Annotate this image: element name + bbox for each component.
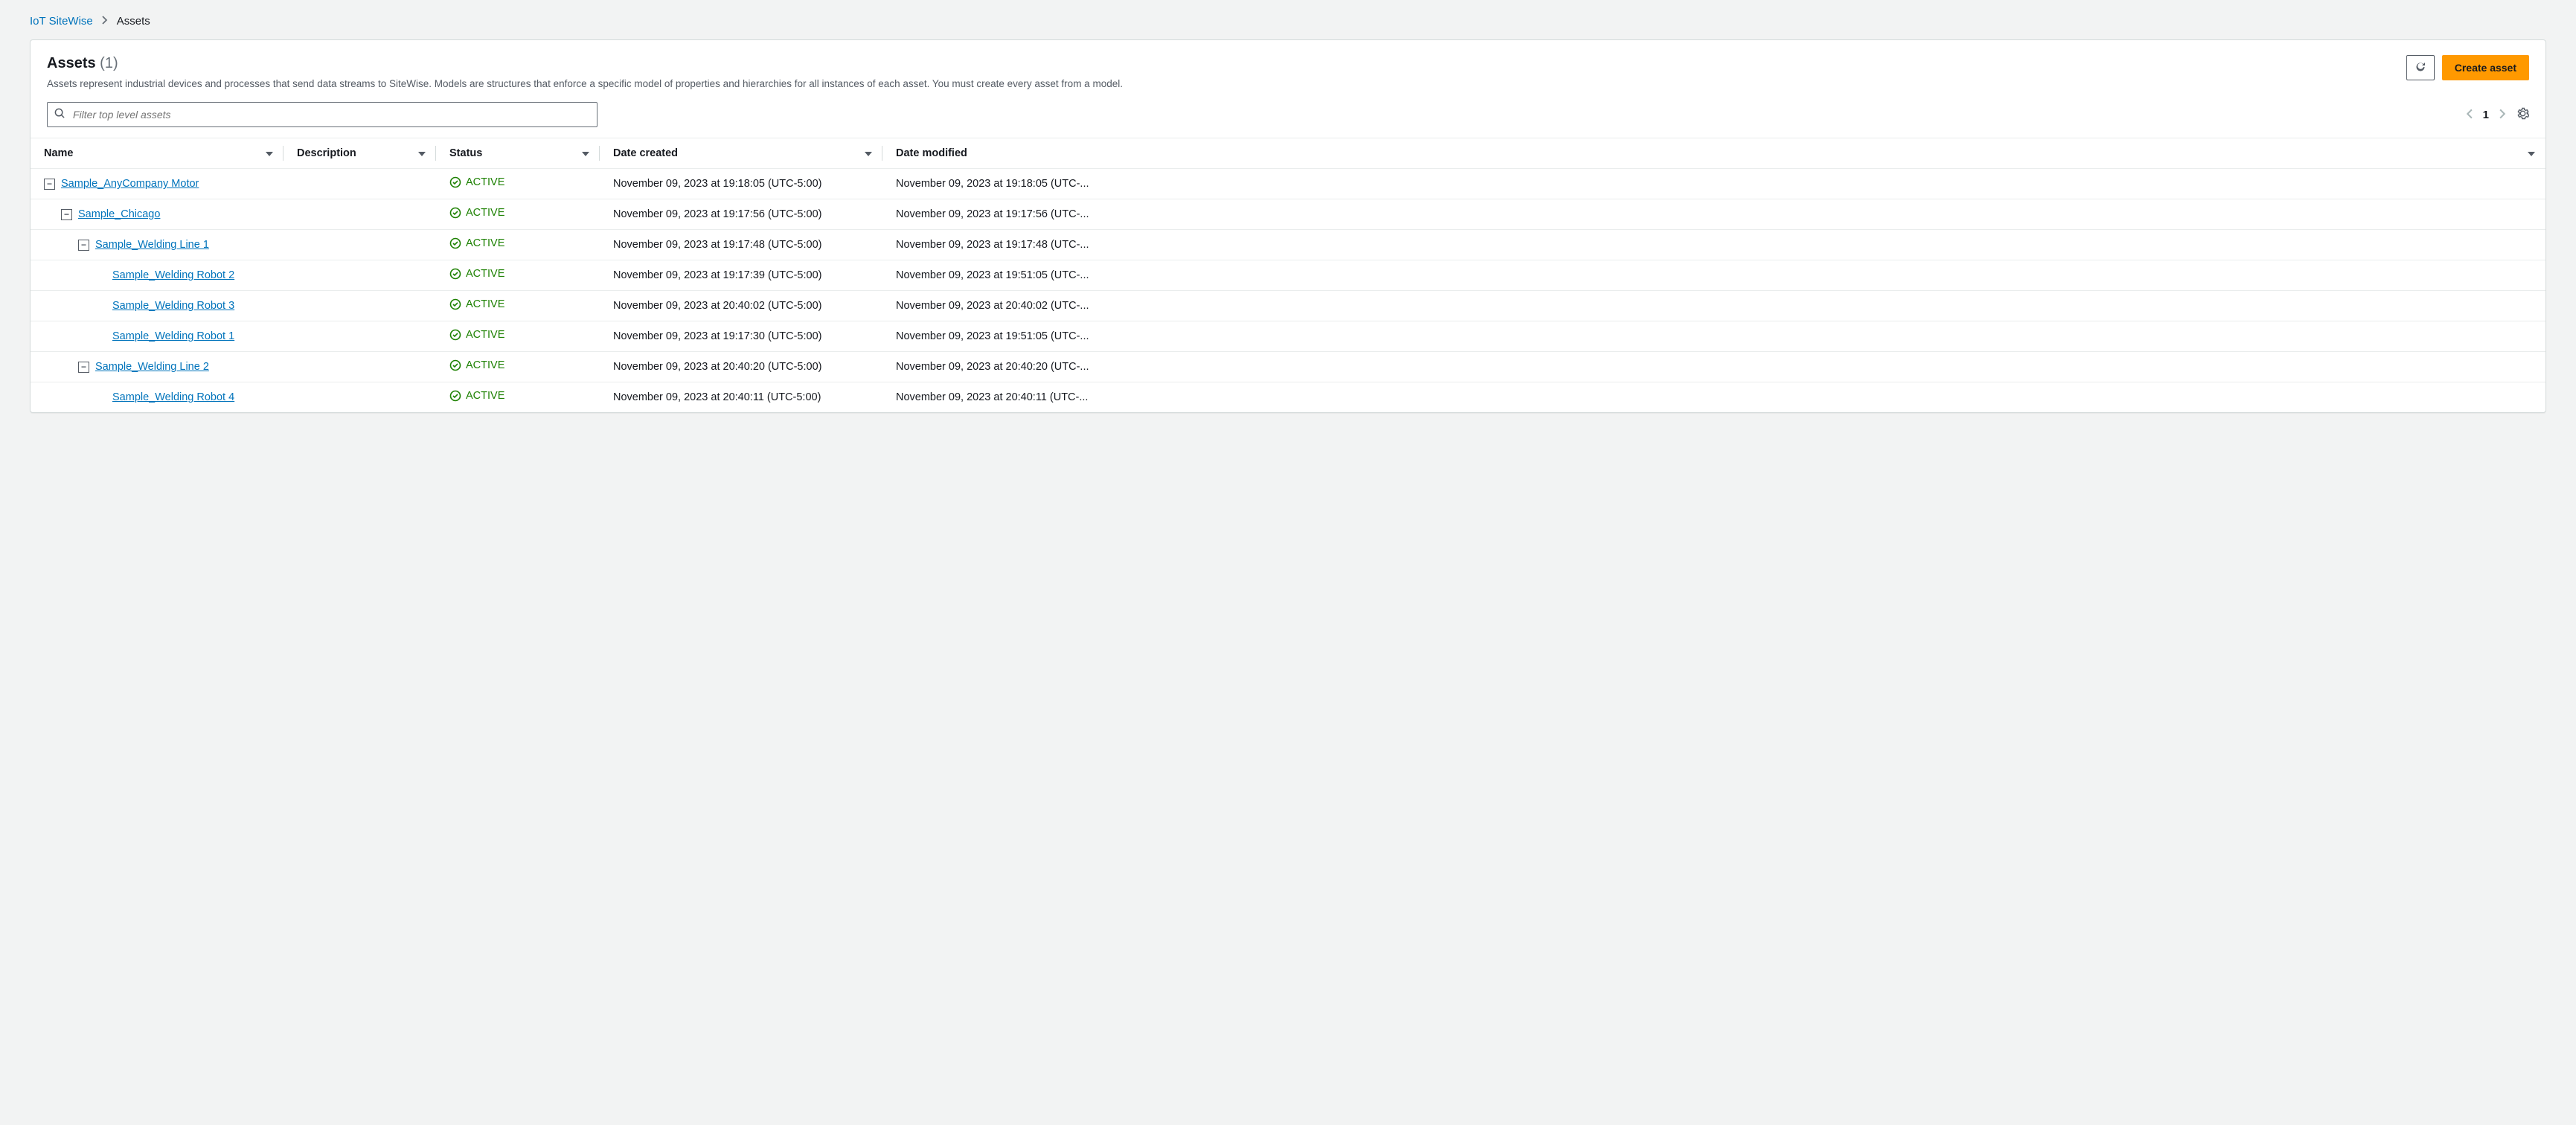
page-description: Assets represent industrial devices and … <box>47 77 2394 92</box>
cell-description <box>283 230 436 260</box>
settings-button[interactable] <box>2516 107 2529 122</box>
sort-icon <box>266 147 273 159</box>
cell-modified: November 09, 2023 at 20:40:02 (UTC-... <box>882 291 2545 321</box>
cell-description <box>283 199 436 230</box>
tree-collapse-icon[interactable]: − <box>61 209 72 220</box>
cell-created: November 09, 2023 at 19:17:30 (UTC-5:00) <box>600 321 882 352</box>
page-number: 1 <box>2483 109 2489 121</box>
assets-panel: Assets (1) Assets represent industrial d… <box>30 39 2546 413</box>
asset-link[interactable]: Sample_Chicago <box>78 208 160 220</box>
table-row: −Sample_Welding Line 1 ACTIVE November 09,… <box>31 230 2545 260</box>
cell-created: November 09, 2023 at 20:40:02 (UTC-5:00) <box>600 291 882 321</box>
column-header-status[interactable]: Status <box>436 138 600 169</box>
create-asset-button[interactable]: Create asset <box>2442 55 2529 80</box>
cell-modified: November 09, 2023 at 19:51:05 (UTC-... <box>882 260 2545 291</box>
refresh-button[interactable] <box>2406 55 2435 80</box>
chevron-right-icon <box>102 15 108 28</box>
sort-icon <box>2528 147 2535 159</box>
asset-link[interactable]: Sample_Welding Robot 4 <box>112 391 234 403</box>
search-container <box>47 102 597 127</box>
status-badge: ACTIVE <box>449 390 504 402</box>
tree-collapse-icon[interactable]: − <box>78 240 89 251</box>
status-badge: ACTIVE <box>449 176 504 188</box>
cell-created: November 09, 2023 at 19:17:48 (UTC-5:00) <box>600 230 882 260</box>
table-row: Sample_Welding Robot 3 ACTIVE November 09,… <box>31 291 2545 321</box>
status-badge: ACTIVE <box>449 298 504 310</box>
table-row: Sample_Welding Robot 1 ACTIVE November 09,… <box>31 321 2545 352</box>
cell-created: November 09, 2023 at 19:17:39 (UTC-5:00) <box>600 260 882 291</box>
filter-input[interactable] <box>47 102 597 127</box>
table-row: −Sample_Welding Line 2 ACTIVE November 09,… <box>31 352 2545 382</box>
title-text: Assets <box>47 55 96 71</box>
status-badge: ACTIVE <box>449 329 504 341</box>
search-icon <box>54 108 65 121</box>
title-count: (1) <box>100 55 118 71</box>
pagination: 1 <box>2466 107 2529 122</box>
tree-collapse-icon[interactable]: − <box>44 179 55 190</box>
column-header-modified[interactable]: Date modified <box>882 138 2545 169</box>
refresh-icon <box>2415 61 2426 75</box>
cell-created: November 09, 2023 at 19:18:05 (UTC-5:00) <box>600 169 882 199</box>
breadcrumb-current: Assets <box>117 15 150 28</box>
table-row: Sample_Welding Robot 2 ACTIVE November 09,… <box>31 260 2545 291</box>
status-badge: ACTIVE <box>449 268 504 280</box>
asset-link[interactable]: Sample_Welding Line 1 <box>95 239 209 251</box>
cell-modified: November 09, 2023 at 19:17:56 (UTC-... <box>882 199 2545 230</box>
cell-modified: November 09, 2023 at 19:18:05 (UTC-... <box>882 169 2545 199</box>
cell-description <box>283 291 436 321</box>
sort-icon <box>582 147 589 159</box>
asset-link[interactable]: Sample_AnyCompany Motor <box>61 178 199 190</box>
cell-description <box>283 352 436 382</box>
cell-created: November 09, 2023 at 19:17:56 (UTC-5:00) <box>600 199 882 230</box>
table-row: −Sample_AnyCompany Motor ACTIVE November 0… <box>31 169 2545 199</box>
status-badge: ACTIVE <box>449 359 504 371</box>
column-header-name[interactable]: Name <box>31 138 283 169</box>
cell-description <box>283 169 436 199</box>
cell-modified: November 09, 2023 at 19:17:48 (UTC-... <box>882 230 2545 260</box>
cell-description <box>283 260 436 291</box>
sort-icon <box>865 147 872 159</box>
asset-link[interactable]: Sample_Welding Robot 2 <box>112 269 234 281</box>
cell-created: November 09, 2023 at 20:40:20 (UTC-5:00) <box>600 352 882 382</box>
column-header-created[interactable]: Date created <box>600 138 882 169</box>
assets-table: Name Description Status Date created <box>31 138 2545 412</box>
cell-modified: November 09, 2023 at 20:40:20 (UTC-... <box>882 352 2545 382</box>
status-badge: ACTIVE <box>449 207 504 219</box>
next-page-button[interactable] <box>2499 109 2506 121</box>
asset-link[interactable]: Sample_Welding Line 2 <box>95 361 209 373</box>
cell-created: November 09, 2023 at 20:40:11 (UTC-5:00) <box>600 382 882 413</box>
cell-modified: November 09, 2023 at 20:40:11 (UTC-... <box>882 382 2545 413</box>
asset-link[interactable]: Sample_Welding Robot 1 <box>112 330 234 342</box>
page-title: Assets (1) <box>47 55 2394 72</box>
table-row: −Sample_Chicago ACTIVE November 09, 2023 a… <box>31 199 2545 230</box>
cell-modified: November 09, 2023 at 19:51:05 (UTC-... <box>882 321 2545 352</box>
breadcrumb: IoT SiteWise Assets <box>30 15 2546 28</box>
status-badge: ACTIVE <box>449 237 504 249</box>
breadcrumb-root-link[interactable]: IoT SiteWise <box>30 15 93 28</box>
table-row: Sample_Welding Robot 4 ACTIVE November 09,… <box>31 382 2545 413</box>
sort-icon <box>418 147 426 159</box>
asset-link[interactable]: Sample_Welding Robot 3 <box>112 300 234 312</box>
prev-page-button[interactable] <box>2466 109 2473 121</box>
cell-description <box>283 382 436 413</box>
tree-collapse-icon[interactable]: − <box>78 362 89 373</box>
column-header-description[interactable]: Description <box>283 138 436 169</box>
cell-description <box>283 321 436 352</box>
